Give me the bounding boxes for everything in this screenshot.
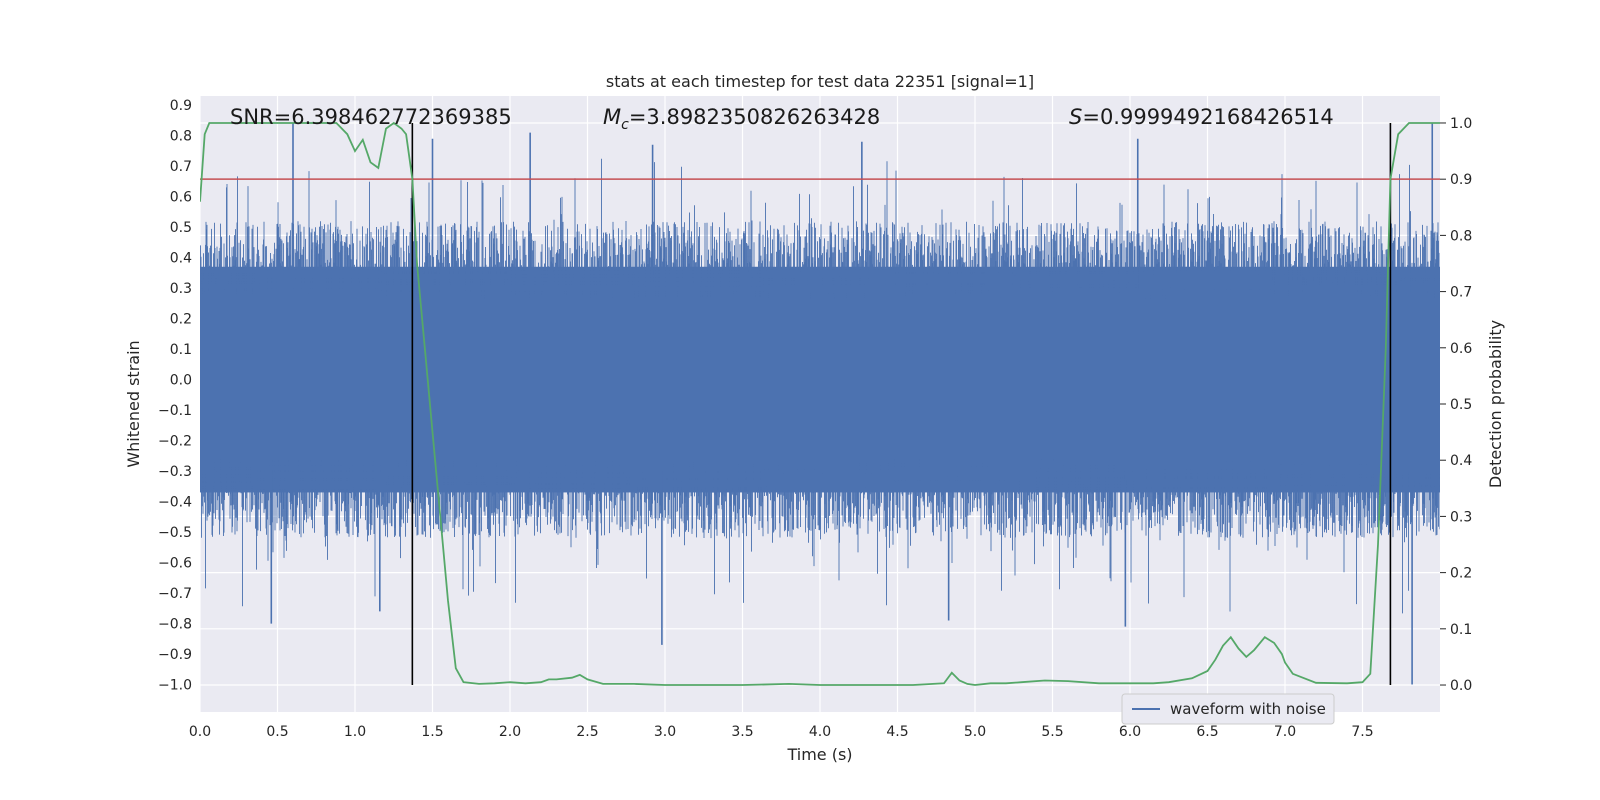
x-tick-label: 1.0 [344,724,366,740]
y-right-tick-label: 0.4 [1450,453,1472,469]
chart-title: stats at each timestep for test data 223… [606,72,1034,91]
y-right-tick-label: 0.7 [1450,285,1472,301]
x-tick-label: 7.5 [1351,724,1373,740]
y-left-tick-label: 0.4 [170,251,192,267]
overlay-layer [200,121,1440,686]
y-right-tick-label: 0.9 [1450,172,1472,188]
y-left-tick-label: 0.3 [170,281,192,297]
y-left-tick-label: −0.2 [158,434,192,450]
legend-label: waveform with noise [1170,700,1326,718]
waveform-trace [200,158,1440,614]
y-left-tick-label: −0.8 [158,617,192,633]
y-left-tick-label: 0.9 [170,98,192,114]
legend-box [1121,693,1335,725]
y-left-tick-label: 0.1 [170,342,192,358]
y-left-tick-label: 0.5 [170,220,192,236]
x-tick-label: 0.5 [266,724,288,740]
x-tick-label: 1.5 [421,724,443,740]
y-left-tick-label: −1.0 [158,678,192,694]
y-right-tick-label: 0.3 [1450,509,1472,525]
y-left-tick-label: 0.0 [170,373,192,389]
x-tick-label: 2.5 [576,724,598,740]
x-tick-label: 6.5 [1196,724,1218,740]
x-tick-label: 5.0 [964,724,986,740]
y-left-tick-label: −0.9 [158,647,192,663]
x-tick-label: 2.0 [499,724,521,740]
x-tick-label: 0.0 [189,724,211,740]
x-tick-label: 5.5 [1041,724,1063,740]
y-left-tick-label: 0.8 [170,129,192,145]
y-right-tick-label: 0.6 [1450,341,1472,357]
y-left-tick-label: 0.7 [170,159,192,175]
x-tick-label: 4.5 [886,724,908,740]
detection-stat-annotation: S=0.9999492168426514 [1069,105,1334,129]
x-tick-label: 7.0 [1274,724,1296,740]
x-axis: 0.0 0.5 1.0 1.5 2.0 2.5 3.0 3.5 4.0 4.5 5.0 5.5 6.0 6… [189,724,1374,740]
chirp-mass-annotation: Mc=3.8982350826263428 [603,105,880,133]
waveform-series [200,123,1440,685]
y-axis-right-label: Detection probability [1486,320,1505,488]
y-axis-left: 0.9 0.8 0.7 0.6 0.5 0.4 0.3 0.2 0.1 0.0 −0.1 −0.2 −0… [158,98,192,693]
x-tick-label: 3.5 [731,724,753,740]
x-tick-label: 6.0 [1119,724,1141,740]
legend: waveform with noise [1121,693,1335,725]
snr-annotation: SNR=6.398462772369385 [230,105,512,129]
y-left-tick-label: 0.6 [170,190,192,206]
y-right-tick-label: 1.0 [1450,116,1472,132]
y-right-tick-label: 0.8 [1450,228,1472,244]
y-right-tick-label: 0.0 [1450,678,1472,694]
y-left-tick-label: −0.5 [158,525,192,541]
y-left-tick-label: −0.3 [158,464,192,480]
y-right-tick-label: 0.1 [1450,622,1472,638]
y-axis-left-label: Whitened strain [124,340,143,467]
y-right-tick-label: 0.2 [1450,566,1472,582]
y-left-tick-label: −0.4 [158,495,192,511]
x-tick-label: 4.0 [809,724,831,740]
y-right-tick-label: 0.5 [1450,397,1472,413]
detection-probability-line [200,121,1440,686]
x-tick-label: 3.0 [654,724,676,740]
y-left-tick-label: −0.7 [158,586,192,602]
y-axis-right: 1.0 0.9 0.8 0.7 0.6 0.5 0.4 0.3 0.2 0.1 0.0 [1440,116,1472,694]
y-left-tick-label: −0.1 [158,403,192,419]
x-axis-label: Time (s) [786,745,852,764]
y-left-tick-label: 0.2 [170,312,192,328]
y-left-tick-label: −0.6 [158,556,192,572]
